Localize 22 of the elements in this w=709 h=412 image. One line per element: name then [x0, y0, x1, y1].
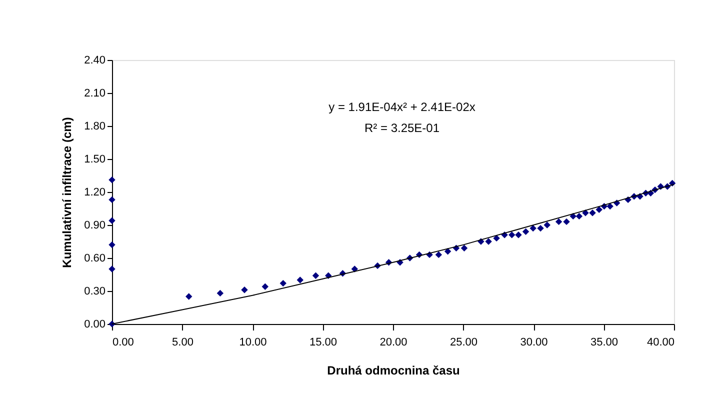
- y-tick-label: 1.20: [84, 186, 106, 198]
- x-tick-label: 5.00: [172, 336, 194, 348]
- x-tick-label: 25.00: [450, 336, 478, 348]
- y-tick-label: 0.90: [84, 220, 106, 232]
- y-tick-label: 0.60: [84, 252, 106, 264]
- annotation: R² = 3.25E-01: [364, 121, 440, 135]
- y-axis-title: Kumulativní infiltrace (cm): [60, 117, 74, 268]
- y-tick-label: 0.00: [84, 318, 106, 330]
- y-tick-label: 0.30: [84, 286, 106, 298]
- annotation: y = 1.91E-04x² + 2.41E-02x: [328, 100, 476, 114]
- x-tick-label: 0.00: [112, 336, 134, 348]
- x-axis-title: Druhá odmocnina času: [327, 364, 460, 378]
- y-tick-label: 2.40: [84, 54, 106, 66]
- x-tick-label: 15.00: [309, 336, 338, 348]
- x-tick-label: 40.00: [646, 336, 674, 348]
- x-tick-label: 10.00: [239, 336, 267, 348]
- x-tick-label: 20.00: [380, 336, 408, 348]
- y-tick-label: 2.10: [84, 88, 106, 100]
- x-tick-label: 35.00: [590, 336, 618, 348]
- x-tick-label: 30.00: [520, 336, 548, 348]
- y-tick-label: 1.80: [84, 120, 106, 132]
- y-tick-label: 1.50: [84, 154, 106, 166]
